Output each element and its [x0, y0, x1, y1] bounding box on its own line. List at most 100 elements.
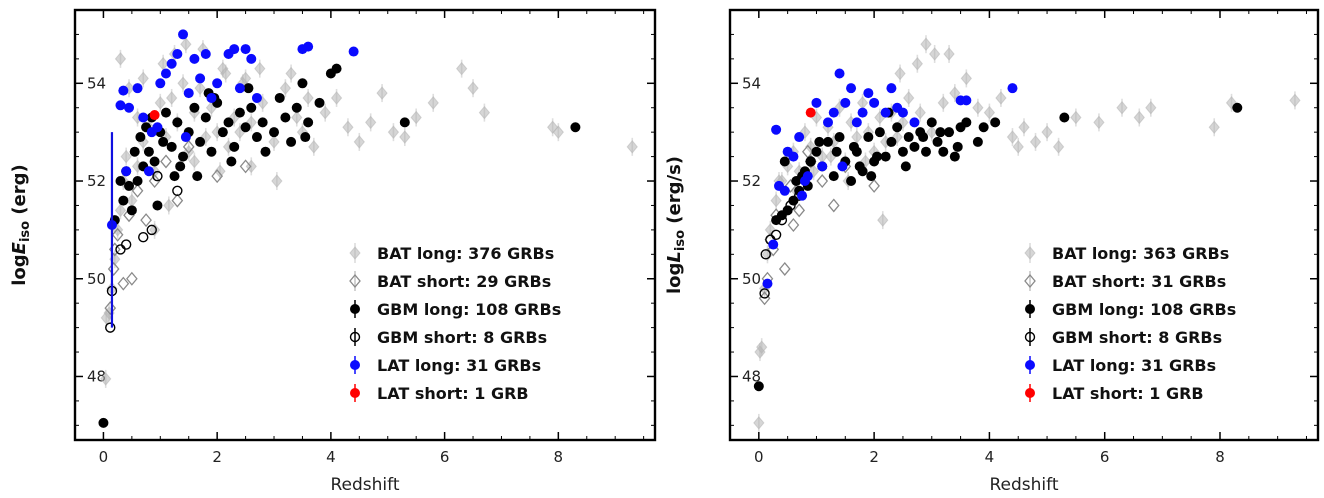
y-axis-label-log: log	[9, 254, 30, 285]
data-point	[229, 142, 239, 152]
data-point	[901, 161, 911, 171]
data-point	[218, 127, 228, 137]
data-point	[135, 132, 145, 142]
legend-label: LAT short: 1 GRB	[1052, 384, 1204, 403]
data-point	[797, 191, 807, 201]
data-point	[161, 108, 171, 118]
data-point	[243, 83, 253, 93]
data-point	[172, 117, 182, 127]
data-point	[158, 137, 168, 147]
data-point	[178, 152, 188, 162]
data-point	[229, 44, 239, 54]
plot-frame	[730, 10, 1318, 440]
x-tick-label: 6	[440, 448, 450, 466]
data-point	[918, 132, 928, 142]
data-point	[206, 93, 216, 103]
data-point	[127, 205, 137, 215]
data-point	[226, 156, 236, 166]
data-point	[1232, 103, 1242, 113]
data-point	[138, 113, 148, 123]
data-point	[846, 83, 856, 93]
data-point	[858, 108, 868, 118]
data-point	[192, 171, 202, 181]
y-axis-label-unit: (erg/s)	[664, 156, 685, 230]
data-point	[118, 86, 128, 96]
data-point	[400, 117, 410, 127]
data-point	[829, 108, 839, 118]
legend-label: LAT long: 31 GRBs	[377, 356, 541, 375]
data-point	[927, 117, 937, 127]
y-axis-label-var: E	[9, 241, 30, 254]
chart-panel-liso: 0 2 4 6 8 48 50 52 54 Redshift logLiso (erg/s) BAT …	[662, 0, 1324, 498]
data-point	[892, 122, 902, 132]
x-tick-label: 6	[1100, 448, 1110, 466]
data-point	[133, 176, 143, 186]
data-point	[794, 132, 804, 142]
data-point	[280, 113, 290, 123]
data-point	[875, 127, 885, 137]
data-point	[817, 161, 827, 171]
data-point	[783, 147, 793, 157]
data-point	[292, 103, 302, 113]
data-point	[130, 147, 140, 157]
data-point	[881, 152, 891, 162]
data-point	[246, 103, 256, 113]
y-axis-label-var: L	[664, 251, 685, 262]
data-point	[206, 147, 216, 157]
y-axis-label-sub: iso	[673, 230, 688, 251]
x-tick-label: 4	[326, 448, 336, 466]
series-5	[150, 110, 160, 120]
data-point	[172, 49, 182, 59]
data-point	[771, 125, 781, 135]
data-point	[1007, 83, 1017, 93]
data-point	[115, 100, 125, 110]
data-point	[570, 122, 580, 132]
data-point	[235, 108, 245, 118]
data-point	[118, 196, 128, 206]
series-5	[806, 108, 816, 118]
legend-label: GBM long: 108 GRBs	[377, 300, 561, 319]
data-point	[909, 142, 919, 152]
x-tick-label: 0	[99, 448, 109, 466]
data-point	[303, 117, 313, 127]
data-point	[872, 152, 882, 162]
data-point	[224, 117, 234, 127]
data-point	[832, 147, 842, 157]
data-point	[973, 137, 983, 147]
data-point	[990, 117, 1000, 127]
y-axis-label-log: log	[664, 263, 685, 294]
data-point	[150, 156, 160, 166]
x-axis-label: Redshift	[330, 475, 399, 495]
legend-marker	[350, 304, 360, 314]
data-point	[953, 142, 963, 152]
data-point	[938, 147, 948, 157]
data-point	[260, 147, 270, 157]
data-point	[115, 176, 125, 186]
y-axis-label-sub: iso	[18, 221, 33, 242]
data-point	[269, 127, 279, 137]
y-tick-label: 52	[87, 172, 106, 190]
data-point	[886, 137, 896, 147]
data-point	[150, 110, 160, 120]
data-point	[258, 117, 268, 127]
data-point	[921, 147, 931, 157]
data-point	[898, 108, 908, 118]
data-point	[780, 156, 790, 166]
data-point	[300, 132, 310, 142]
data-point	[124, 103, 134, 113]
data-point	[297, 78, 307, 88]
data-point	[806, 108, 816, 118]
data-point	[823, 137, 833, 147]
data-point	[855, 161, 865, 171]
data-point	[886, 83, 896, 93]
data-point	[780, 186, 790, 196]
data-point	[212, 78, 222, 88]
data-point	[184, 88, 194, 98]
data-point	[768, 240, 778, 250]
data-point	[881, 108, 891, 118]
data-point	[823, 117, 833, 127]
data-point	[303, 42, 313, 52]
data-point	[950, 152, 960, 162]
data-point	[762, 279, 772, 289]
